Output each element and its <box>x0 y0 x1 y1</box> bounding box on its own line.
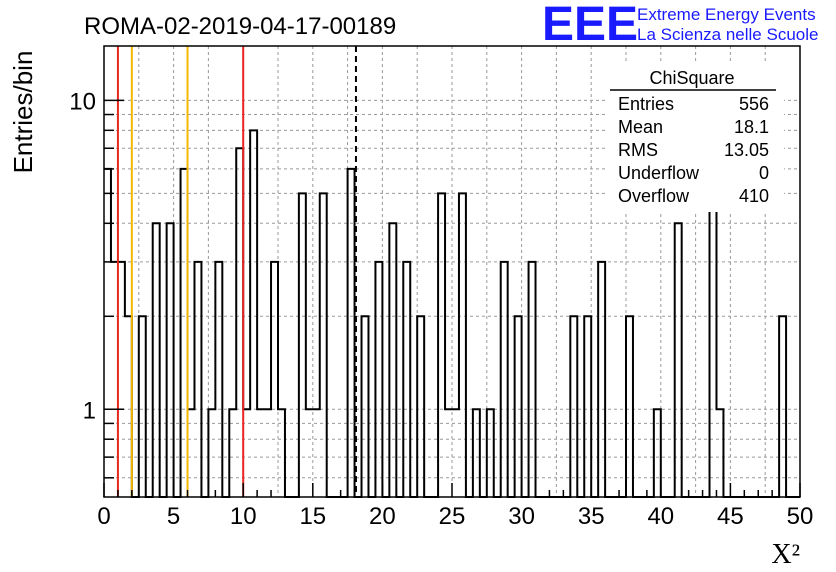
histogram-bin <box>570 316 577 497</box>
histogram-bin <box>452 409 459 497</box>
y-tick-label: 1 <box>83 397 96 424</box>
x-tick-label: 20 <box>369 503 396 530</box>
histogram-bin <box>139 316 146 497</box>
histogram-bin <box>257 409 264 497</box>
x-tick-label: 40 <box>647 503 674 530</box>
histogram-bin <box>306 409 313 497</box>
histogram-bin <box>229 409 236 497</box>
axes <box>103 45 801 498</box>
stats-row-label: Overflow <box>618 186 690 206</box>
histogram-bin <box>389 223 396 497</box>
stats-row: Entries 556 <box>618 94 769 114</box>
stats-row-label: Mean <box>618 117 663 137</box>
histogram-bin <box>236 148 243 497</box>
y-tick-labels: 1 10 <box>69 88 96 424</box>
stats-row-label: Underflow <box>618 163 700 183</box>
x-tick-labels: 0 5 10 15 20 25 30 35 40 45 50 <box>97 503 813 530</box>
x-tick-label: 25 <box>439 503 466 530</box>
stats-row: Mean 18.1 <box>618 117 769 137</box>
histogram-outline <box>104 129 800 498</box>
histogram-bin <box>208 409 215 497</box>
stats-box-background <box>608 62 784 212</box>
org-name-line2: La Scienza nelle Scuole <box>637 25 818 44</box>
histogram-series <box>104 129 800 498</box>
histogram-bin <box>529 262 536 497</box>
x-tick-label: 45 <box>717 503 744 530</box>
histogram-bin <box>584 316 591 497</box>
x-tick-label: 5 <box>167 503 180 530</box>
histogram-bin <box>320 193 327 497</box>
stats-row: Overflow 410 <box>618 186 769 206</box>
histogram-bin <box>188 409 195 497</box>
x-tick-label: 35 <box>578 503 605 530</box>
histogram-bin <box>779 316 786 497</box>
histogram-bin <box>626 316 633 497</box>
x-tick-label: 10 <box>230 503 257 530</box>
histogram-bin <box>459 193 466 497</box>
x-tick-label: 0 <box>97 503 110 530</box>
histogram-bin <box>654 409 661 497</box>
x-axis-label: X² <box>771 539 800 570</box>
histogram-bin <box>104 169 111 497</box>
histogram-bin <box>111 262 118 497</box>
histogram-bin <box>716 409 723 497</box>
histogram-bin <box>501 262 508 497</box>
chart-title: ROMA-02-2019-04-17-00189 <box>84 13 396 40</box>
histogram-bin <box>194 262 201 497</box>
histogram-bin <box>153 223 160 497</box>
histogram-bin <box>487 409 494 497</box>
histogram-bin <box>375 262 382 497</box>
histogram-bin <box>515 316 522 497</box>
stats-rows: Entries 556 Mean 18.1 RMS 13.05 Underflow 0 Over… <box>618 94 769 206</box>
stats-row: Underflow 0 <box>618 163 769 183</box>
stats-box: ChiSquare Entries 556 Mean 18.1 RMS 13.05 Unde… <box>608 62 784 212</box>
stats-row-label: Entries <box>618 94 674 114</box>
histogram-bin <box>598 262 605 497</box>
stats-row-value: 556 <box>739 94 769 114</box>
histogram-bin <box>299 193 306 497</box>
histogram-bin <box>675 223 682 497</box>
histogram-bin <box>125 316 132 497</box>
stats-row-value: 13.05 <box>724 140 769 160</box>
x-tick-label: 30 <box>508 503 535 530</box>
histogram-bin <box>362 316 369 497</box>
histogram-bin <box>181 169 188 497</box>
histogram-bin <box>438 193 445 497</box>
histogram-bin <box>167 223 174 497</box>
reference-lines <box>116 46 357 497</box>
histogram-bin <box>313 409 320 497</box>
histogram-bin <box>417 316 424 497</box>
logo-eee-text: EEE <box>542 0 638 51</box>
stats-row-value: 410 <box>739 186 769 206</box>
histogram-bin <box>445 409 452 497</box>
stats-row-value: 0 <box>759 163 769 183</box>
histogram-bin <box>278 409 285 497</box>
y-axis-label: Entries/bin <box>8 51 38 174</box>
histogram-bin <box>250 130 257 497</box>
x-tick-label: 50 <box>787 503 814 530</box>
histogram-bin <box>215 262 222 497</box>
histogram-bin <box>264 409 271 497</box>
stats-row-label: RMS <box>618 140 658 160</box>
stats-row-value: 18.1 <box>734 117 769 137</box>
histogram-bin <box>710 169 717 497</box>
y-tick-label: 10 <box>69 88 96 115</box>
histogram-bin <box>243 409 250 497</box>
eee-logo: EEE Extreme Energy Events La Scienza nel… <box>542 0 818 51</box>
histogram-bin <box>118 262 125 497</box>
histogram-bin <box>403 262 410 497</box>
stats-row: RMS 13.05 <box>618 140 769 160</box>
x-tick-label: 15 <box>299 503 326 530</box>
histogram-bin <box>348 169 355 497</box>
histogram-bin <box>271 262 278 497</box>
histogram-bin <box>473 409 480 497</box>
stats-title: ChiSquare <box>649 68 734 88</box>
org-name-line1: Extreme Energy Events <box>637 5 816 24</box>
